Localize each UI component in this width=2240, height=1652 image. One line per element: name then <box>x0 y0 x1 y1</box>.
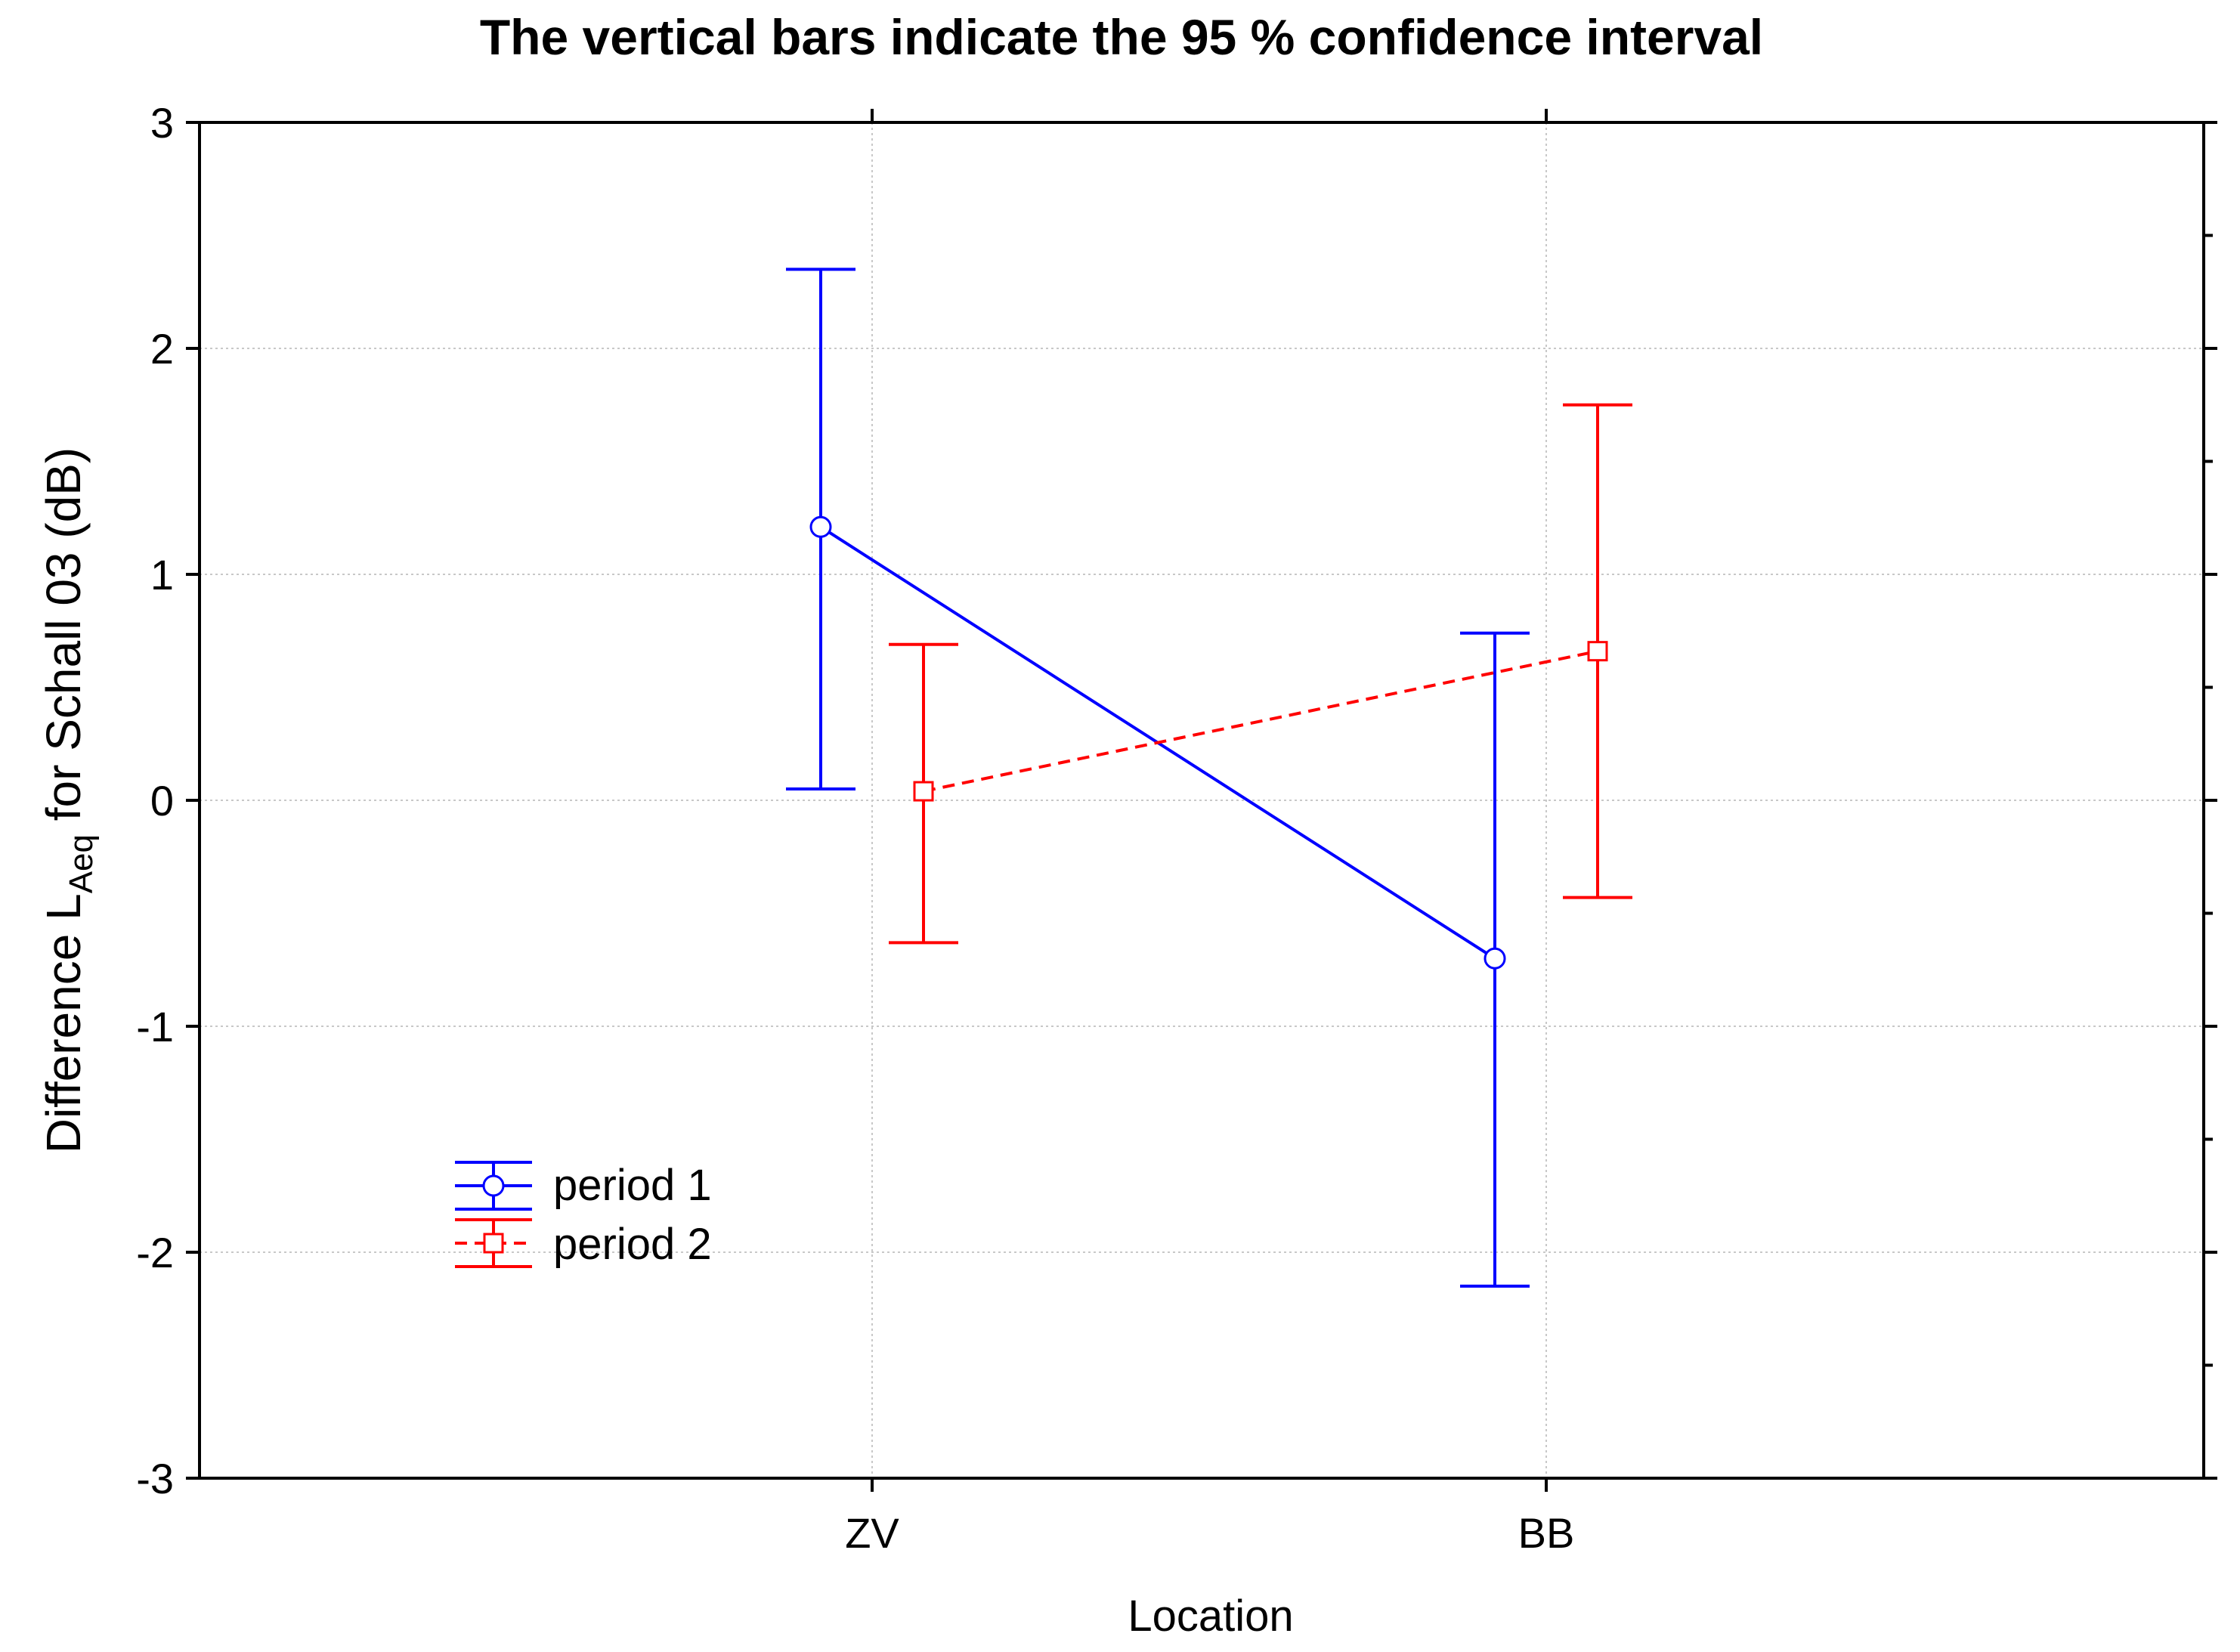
legend-item-period-1: period 1 <box>455 1161 712 1211</box>
y-tick-labels: -3 -2 -1 0 1 2 3 <box>136 99 174 1502</box>
y-axis-title-suffix: for Schall 03 (dB) <box>36 447 91 834</box>
x-tick-label: ZV <box>845 1509 899 1557</box>
y-tick-label: -2 <box>136 1229 174 1276</box>
legend-period-1-marker <box>482 1174 505 1197</box>
x-tick-labels: ZV BB <box>845 1509 1574 1557</box>
legend-period-2-marker <box>483 1233 504 1254</box>
data-point <box>913 781 934 802</box>
y-tick-label: 1 <box>150 551 174 599</box>
x-axis-title: Location <box>1128 1592 1293 1641</box>
data-point <box>809 515 832 538</box>
y-axis-title-prefix: Difference L <box>36 893 91 1153</box>
series <box>786 268 1632 1288</box>
grid <box>200 122 2204 1478</box>
y-tick-label: -1 <box>136 1003 174 1050</box>
series-line <box>923 649 1598 793</box>
y-axis-title-subscript: Aeq <box>63 834 100 893</box>
legend-period-2-label: period 2 <box>553 1220 712 1269</box>
y-tick-label: -3 <box>136 1455 174 1502</box>
chart-title: The vertical bars indicate the 95 % conf… <box>480 9 1763 65</box>
legend-item-period-2: period 2 <box>455 1218 712 1269</box>
y-tick-label: 2 <box>150 325 174 373</box>
data-point <box>1587 641 1608 662</box>
data-point <box>1484 947 1506 970</box>
y-tick-label: 3 <box>150 99 174 147</box>
y-tick-label: 0 <box>150 777 174 824</box>
legend-period-1-label: period 1 <box>553 1161 712 1210</box>
y-axis-title: Difference LAeq for Schall 03 (dB) <box>36 447 100 1153</box>
series-2 <box>889 403 1632 945</box>
axis-ticks <box>186 109 2217 1492</box>
legend: period 1 period 2 <box>455 1161 712 1269</box>
x-tick-label: BB <box>1518 1509 1575 1557</box>
